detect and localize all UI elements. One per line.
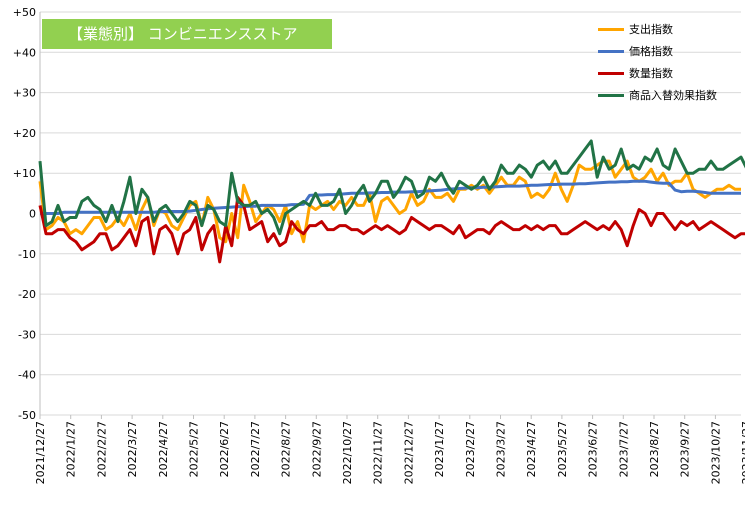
x-tick-label: 2022/10/27 [341,421,354,484]
y-tick-label: -20 [18,288,36,301]
x-tick-label: 2023/6/27 [587,421,600,477]
x-tick-label: 2022/7/27 [249,421,262,477]
x-tick-label: 2022/12/27 [402,421,415,484]
legend: 支出指数 価格指数 数量指数 商品入替効果指数 [598,18,717,106]
x-tick-label: 2022/11/27 [372,421,385,484]
x-axis: 2021/12/27 2022/1/27 2022/2/27 2022/3/27 202… [34,415,745,484]
legend-swatch-spending [598,27,624,31]
legend-label-spending: 支出指数 [629,23,673,36]
legend-swatch-price [598,49,624,53]
x-tick-label: 2023/11/27 [740,421,745,484]
legend-label-replacement: 商品入替効果指数 [629,89,717,102]
y-tick-label: -10 [18,248,36,261]
x-tick-label: 2022/9/27 [310,421,323,477]
y-tick-label: -30 [18,328,36,341]
y-tick-label: +30 [13,87,36,100]
legend-item-replacement: 商品入替効果指数 [598,84,717,106]
x-tick-label: 2023/2/27 [464,421,477,477]
legend-item-spending: 支出指数 [598,18,717,40]
x-tick-label: 2023/3/27 [495,421,508,477]
x-tick-label: 2022/5/27 [188,421,201,477]
series-line-3 [38,139,745,236]
x-tick-label: 2022/8/27 [280,421,293,477]
legend-item-price: 価格指数 [598,40,717,62]
y-tick-label: +10 [13,167,36,180]
y-tick-label: +40 [13,46,36,59]
x-tick-label: 2023/9/27 [679,421,692,477]
series-lines [38,139,745,264]
series-line-2 [38,195,745,264]
legend-swatch-replacement [598,93,624,97]
y-tick-label: -40 [18,369,36,382]
legend-label-quantity: 数量指数 [629,67,673,80]
y-tick-label: +50 [13,6,36,19]
legend-label-price: 価格指数 [629,45,673,58]
y-tick-label: +20 [13,127,36,140]
y-tick-label: 0 [29,208,36,221]
y-axis: -50 -40 -30 -20 -10 0 +10 +20 +30 +40 +50 [13,6,41,422]
x-tick-label: 2023/1/27 [433,421,446,477]
x-tick-label: 2023/4/27 [525,421,538,477]
legend-item-quantity: 数量指数 [598,62,717,84]
x-tick-label: 2022/4/27 [157,421,170,477]
x-tick-label: 2022/2/27 [95,421,108,477]
x-tick-label: 2023/10/27 [709,421,722,484]
chart-title: 【業態別】 コンビニエンスストア [42,19,332,49]
x-tick-label: 2023/5/27 [556,421,569,477]
x-tick-label: 2023/8/27 [648,421,661,477]
legend-swatch-quantity [598,71,624,75]
x-tick-label: 2022/6/27 [218,421,231,477]
y-tick-label: -50 [18,409,36,422]
x-tick-label: 2023/7/27 [617,421,630,477]
x-tick-label: 2022/3/27 [126,421,139,477]
x-tick-label: 2021/12/27 [34,421,47,484]
x-tick-label: 2022/1/27 [65,421,78,477]
